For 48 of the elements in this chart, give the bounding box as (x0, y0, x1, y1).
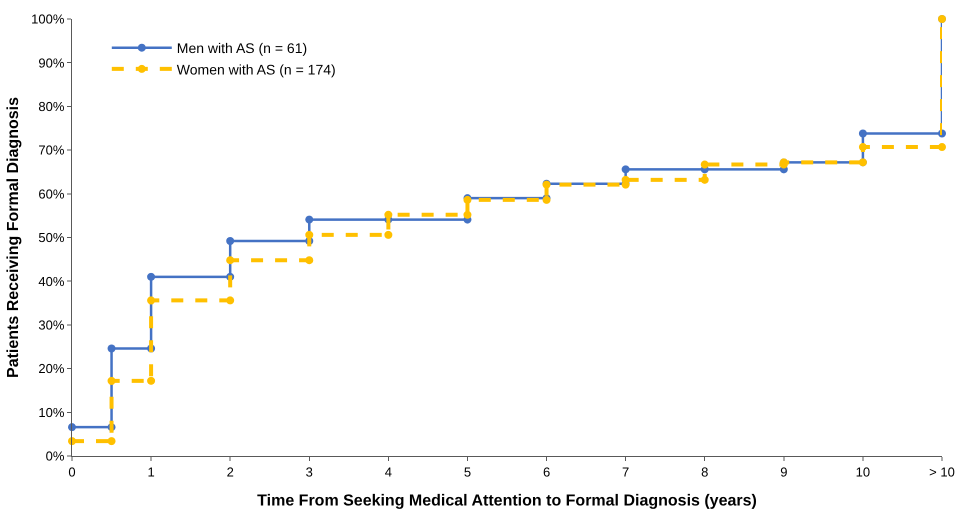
x-tick-label: 3 (306, 464, 313, 480)
y-tick-label: 40% (38, 274, 65, 289)
point (622, 165, 630, 174)
point (108, 437, 116, 446)
x-tick-label: > 10 (929, 464, 955, 480)
y-tick-label: 0% (46, 448, 65, 464)
x-tick-label: 10 (856, 464, 870, 480)
y-tick-label: 70% (38, 142, 65, 158)
x-tick-label: 8 (701, 464, 708, 480)
y-axis-title: Patients Receiving Formal Diagnosis (5, 96, 22, 378)
legend-label: Men with AS (n = 61) (176, 40, 308, 56)
point (147, 296, 156, 304)
y-tick-label: 100% (31, 12, 65, 27)
x-tick-label: 4 (384, 464, 392, 480)
point (938, 143, 946, 152)
x-tick-label: 5 (464, 464, 472, 480)
x-tick-label: 2 (226, 464, 234, 480)
point (700, 160, 709, 169)
point (305, 230, 314, 239)
point (226, 256, 234, 264)
y-tick-label: 60% (38, 186, 65, 202)
point (226, 237, 234, 245)
point (700, 176, 709, 184)
point (384, 210, 392, 219)
point (463, 210, 472, 219)
legend-label: Women with AS (n = 174) (176, 61, 336, 78)
y-tick-label: 20% (38, 361, 65, 376)
x-axis-title: Time From Seeking Medical Attention to Formal Diagnosis (years) (257, 492, 757, 510)
x-tick-label: 6 (542, 464, 550, 480)
point (305, 216, 314, 224)
point (858, 143, 867, 152)
x-tick-label: 1 (147, 464, 155, 480)
x-tick-label: 7 (622, 464, 630, 480)
point (384, 230, 392, 239)
y-tick-label: 80% (38, 98, 65, 114)
y-tick-label: 10% (38, 404, 65, 420)
y-tick-label: 30% (38, 317, 65, 332)
point (858, 129, 867, 138)
point (108, 344, 116, 352)
point (147, 272, 156, 281)
y-tick-label: 50% (38, 230, 65, 246)
point (226, 296, 234, 304)
point (147, 376, 156, 385)
y-tick-label: 90% (38, 55, 65, 70)
point (108, 376, 116, 385)
point (305, 256, 314, 264)
x-tick-label: 9 (780, 464, 788, 480)
x-tick-label: 0 (68, 464, 76, 480)
